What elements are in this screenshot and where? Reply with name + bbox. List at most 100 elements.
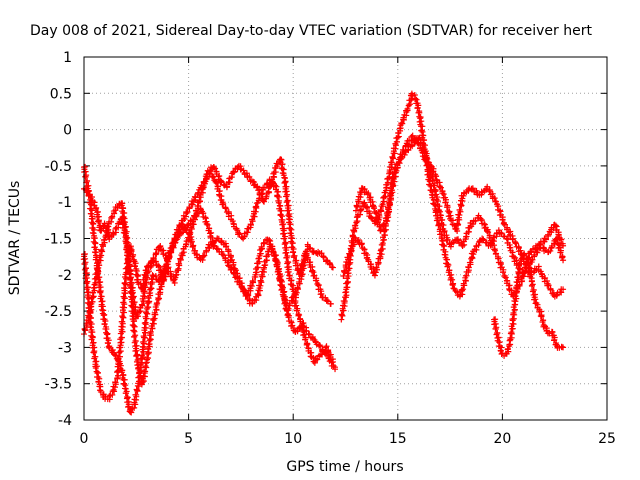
data-point-marker	[320, 253, 327, 260]
data-point-marker	[131, 339, 138, 346]
data-point-marker	[210, 173, 217, 180]
data-point-marker	[168, 273, 175, 280]
data-point-marker	[139, 285, 146, 292]
data-point-marker	[285, 259, 292, 266]
data-point-marker	[398, 120, 405, 127]
data-point-marker	[87, 210, 94, 217]
data-point-marker	[312, 277, 319, 284]
y-tick-label: -4	[58, 413, 72, 429]
data-point-marker	[539, 318, 546, 325]
data-point-marker	[119, 313, 126, 320]
data-point-marker	[121, 279, 128, 286]
data-point-marker	[293, 289, 300, 296]
data-point-marker	[136, 309, 143, 316]
data-point-marker	[521, 251, 528, 258]
data-point-marker	[449, 282, 456, 289]
data-point-marker	[254, 290, 261, 297]
data-point-marker	[400, 147, 407, 154]
data-point-marker	[453, 225, 460, 232]
data-point-marker	[418, 127, 425, 134]
data-point-marker	[147, 328, 154, 335]
data-point-marker	[142, 309, 149, 316]
series-arc-5	[338, 90, 567, 323]
data-point-marker	[498, 230, 505, 237]
data-point-marker	[175, 227, 182, 234]
data-point-marker	[184, 208, 191, 215]
data-point-marker	[87, 323, 94, 330]
y-tick-label: 1	[63, 50, 72, 66]
data-point-marker	[465, 187, 472, 194]
data-point-marker	[99, 298, 106, 305]
x-tick-label: 0	[80, 431, 89, 447]
data-point-marker	[444, 263, 451, 270]
data-point-marker	[478, 216, 485, 223]
data-point-marker	[324, 348, 331, 355]
data-point-marker	[560, 286, 567, 293]
data-point-marker	[272, 182, 279, 189]
data-point-marker	[344, 270, 351, 277]
y-tick-label: 0	[63, 123, 72, 139]
data-point-marker	[500, 220, 507, 227]
data-point-marker	[500, 268, 507, 275]
data-point-marker	[314, 356, 321, 363]
data-point-marker	[276, 202, 283, 209]
data-point-marker	[209, 238, 216, 245]
data-point-marker	[388, 159, 395, 166]
y-tick-label: -1.5	[45, 232, 72, 248]
data-point-marker	[179, 229, 186, 236]
data-point-marker	[543, 327, 550, 334]
series-arc-4	[81, 163, 336, 416]
data-point-marker	[425, 159, 432, 166]
data-point-marker	[538, 313, 545, 320]
data-point-marker	[469, 221, 476, 228]
data-point-marker	[527, 269, 534, 276]
data-point-marker	[97, 289, 104, 296]
data-point-marker	[377, 206, 384, 213]
data-point-marker	[202, 178, 209, 185]
data-point-marker	[454, 237, 461, 244]
chart-title: Day 008 of 2021, Sidereal Day-to-day VTE…	[30, 23, 592, 39]
data-point-marker	[131, 262, 138, 269]
data-point-marker	[375, 259, 382, 266]
data-point-marker	[281, 174, 288, 181]
data-point-marker	[479, 237, 486, 244]
data-point-marker	[230, 261, 237, 268]
data-point-marker	[418, 118, 425, 125]
data-point-marker	[432, 173, 439, 180]
data-point-marker	[492, 247, 499, 254]
data-point-marker	[411, 136, 418, 143]
data-point-marker	[323, 258, 330, 265]
data-point-marker	[121, 210, 128, 217]
data-point-marker	[538, 270, 545, 277]
data-point-marker	[225, 248, 232, 255]
data-point-marker	[555, 231, 562, 238]
data-point-marker	[145, 341, 152, 348]
data-point-marker	[217, 179, 224, 186]
data-point-marker	[332, 366, 339, 373]
data-point-marker	[130, 327, 137, 334]
data-point-marker	[361, 199, 368, 206]
data-point-marker	[85, 192, 92, 199]
data-point-marker	[408, 141, 415, 148]
series-arc-8	[491, 250, 567, 359]
data-point-marker	[560, 257, 567, 264]
y-tick-label: -1	[58, 195, 72, 211]
data-point-marker	[298, 323, 305, 330]
data-point-marker	[281, 180, 288, 187]
data-point-marker	[92, 364, 99, 371]
data-point-marker	[312, 338, 319, 345]
data-point-marker	[300, 262, 307, 269]
data-point-marker	[456, 206, 463, 213]
x-tick-label: 10	[284, 431, 302, 447]
data-point-marker	[514, 274, 521, 281]
data-point-marker	[137, 372, 144, 379]
data-point-marker	[132, 260, 139, 267]
data-point-marker	[492, 325, 499, 332]
y-tick-label: -2	[58, 268, 72, 284]
data-point-marker	[509, 235, 516, 242]
data-point-marker	[92, 256, 99, 263]
data-point-marker	[126, 263, 133, 270]
data-point-marker	[294, 284, 301, 291]
data-point-marker	[288, 226, 295, 233]
